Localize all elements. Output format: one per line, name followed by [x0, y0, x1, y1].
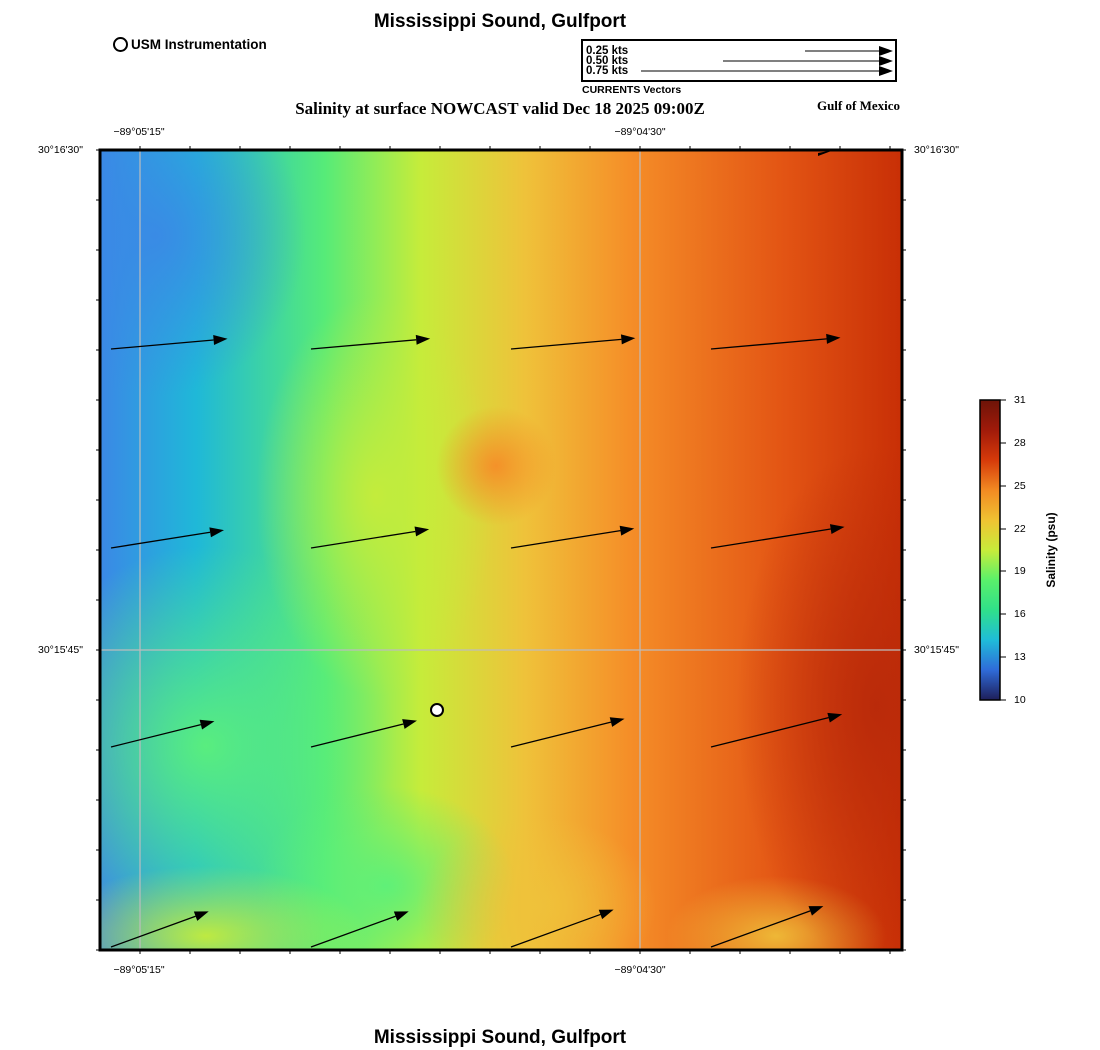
station-marker-icon	[113, 37, 128, 52]
current-vector	[710, 906, 824, 948]
colorbar-tick-28: 28	[1014, 437, 1026, 449]
map-title-top: Mississippi Sound, Gulfport	[373, 11, 627, 32]
colorbar-tick-31: 31	[1014, 394, 1026, 406]
colorbar-ramp	[979, 399, 1001, 701]
vectors-caption: CURRENTS Vectors	[582, 84, 682, 96]
lat-tick-label-left-2: 30°15'45"	[38, 644, 83, 656]
current-vector	[710, 712, 843, 748]
colorbar-tick-13: 13	[1014, 651, 1026, 663]
vector-scale-label-1: 0.25 kts	[586, 45, 629, 57]
current-vector	[310, 334, 431, 350]
current-vector	[510, 334, 636, 350]
region-label: Gulf of Mexico	[816, 98, 900, 113]
lon-tick-label-bottom-2: −89°04'30"	[614, 964, 666, 976]
current-vector	[310, 719, 417, 748]
current-vectors	[110, 150, 845, 948]
vector-scale-arrows	[641, 46, 893, 76]
lat-tick-label-right-2: 30°15'45"	[914, 644, 959, 656]
colorbar-tick-22: 22	[1014, 523, 1026, 535]
vector-scale-label-2: 0.50 kts	[586, 55, 629, 67]
current-vector	[510, 717, 625, 748]
colorbar-ticks	[1000, 399, 1006, 701]
map-frame	[98, 148, 904, 952]
salinity-colorbar	[979, 399, 1006, 701]
colorbar-tick-10: 10	[1014, 694, 1026, 706]
current-vector	[110, 911, 209, 948]
current-vector	[510, 525, 635, 549]
colorbar-tick-25: 25	[1014, 480, 1026, 492]
lon-tick-label-top-2: −89°04'30"	[614, 126, 666, 138]
lon-tick-label-top-1: −89°05'15"	[113, 126, 165, 138]
colorbar-tick-16: 16	[1014, 608, 1026, 620]
lat-tick-label-left-1: 30°16'30"	[38, 144, 83, 156]
current-vector	[110, 335, 228, 350]
colorbar-title: Salinity (psu)	[1044, 512, 1058, 588]
vector-scale-arrow-1	[805, 46, 893, 56]
current-vector	[710, 333, 841, 350]
current-vector	[110, 527, 224, 549]
vector-scale-arrow-3	[641, 66, 893, 76]
vector-scale-arrow-2	[723, 56, 893, 66]
colorbar-tick-19: 19	[1014, 565, 1026, 577]
station-legend-label: USM Instrumentation	[131, 37, 267, 52]
graticule	[100, 150, 902, 950]
station-legend: USM Instrumentation	[113, 37, 267, 52]
lat-tick-label-right-1: 30°16'30"	[914, 144, 959, 156]
current-vector	[310, 526, 430, 549]
map-subtitle: Salinity at surface NOWCAST valid Dec 18…	[295, 99, 705, 118]
salinity-field	[100, 150, 902, 950]
current-vector	[310, 911, 409, 948]
lon-tick-label-bottom-1: −89°05'15"	[113, 964, 165, 976]
current-vector	[110, 719, 215, 748]
salinity-map[interactable]	[96, 146, 906, 954]
current-vector	[510, 909, 614, 948]
current-vector	[710, 524, 845, 549]
usm-station-marker[interactable]	[430, 703, 444, 717]
map-title-bottom: Mississippi Sound, Gulfport	[373, 1027, 627, 1048]
vector-scale-label-3: 0.75 kts	[586, 65, 629, 77]
vector-scale-legend: 0.25 kts 0.50 kts 0.75 kts	[581, 39, 897, 82]
